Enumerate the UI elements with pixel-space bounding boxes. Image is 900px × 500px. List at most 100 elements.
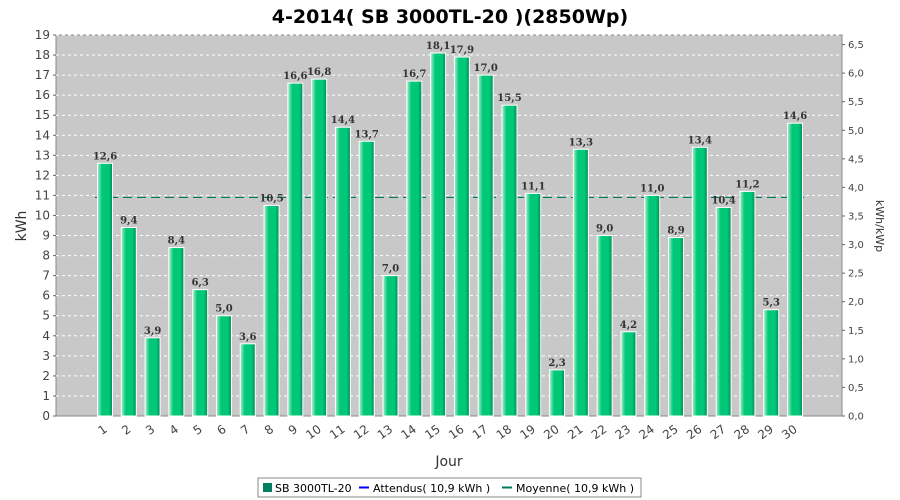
data-label: 13,4 — [688, 135, 712, 146]
data-label: 17,9 — [450, 45, 474, 56]
y-axis-label: kWh — [14, 211, 30, 242]
bar — [596, 235, 613, 417]
bar — [168, 247, 185, 417]
data-label: 15,5 — [497, 93, 521, 104]
bars — [97, 52, 803, 417]
y2-tick-label: 4,5 — [848, 154, 864, 165]
x-tick-label: 7 — [238, 422, 252, 438]
y2-tick-label: 0,0 — [848, 412, 864, 423]
y-tick-label: 12 — [35, 168, 50, 182]
y2-tick-label: 0,5 — [848, 383, 864, 394]
data-label: 16,7 — [402, 69, 426, 80]
y-tick-label: 5 — [42, 309, 50, 323]
y-tick-label: 11 — [35, 188, 50, 202]
y2-tick-label: 5,5 — [848, 97, 864, 108]
bar — [453, 56, 470, 417]
y-tick-label: 18 — [35, 48, 50, 62]
bar — [715, 206, 732, 417]
y2-tick-label: 1,0 — [848, 354, 864, 365]
legend-label-moyenne: Moyenne( 10,9 kWh ) — [516, 482, 634, 495]
data-label: 13,7 — [355, 129, 379, 140]
x-tick-label: 11 — [327, 422, 348, 442]
y-tick-label: 15 — [35, 108, 50, 122]
bar — [763, 309, 780, 417]
data-label: 8,9 — [667, 226, 684, 237]
bar — [691, 146, 708, 417]
x-tick-label: 2 — [119, 422, 133, 438]
bar — [97, 162, 113, 417]
data-label: 3,6 — [239, 332, 256, 343]
bar — [549, 369, 566, 417]
y-tick-label: 6 — [42, 289, 50, 303]
bar — [311, 78, 328, 417]
x-tick-label: 5 — [191, 422, 205, 438]
x-tick-label: 10 — [303, 422, 324, 442]
bar — [263, 204, 280, 417]
data-label: 8,4 — [168, 236, 185, 247]
y-tick-label: 16 — [35, 88, 50, 102]
y2-tick-label: 6,0 — [848, 69, 864, 80]
data-label: 9,4 — [120, 216, 137, 227]
bar — [358, 140, 375, 417]
y2-axis-label: kWh/kWp — [873, 200, 886, 252]
bar — [120, 227, 137, 417]
x-tick-label: 20 — [541, 422, 562, 442]
x-tick-label: 12 — [351, 422, 372, 442]
x-tick-label: 9 — [286, 422, 300, 438]
x-tick-label: 15 — [422, 422, 443, 442]
data-label: 2,3 — [548, 358, 565, 369]
x-tick-label: 4 — [167, 422, 181, 438]
y2-tick-label: 5,0 — [848, 126, 864, 137]
data-label: 6,3 — [191, 278, 208, 289]
y2-tick-label: 1,5 — [848, 326, 864, 337]
bar — [239, 343, 256, 417]
x-tick-label: 14 — [398, 422, 419, 442]
bar — [430, 52, 447, 417]
y-tick-label: 19 — [35, 28, 50, 42]
bar — [382, 275, 399, 417]
bar — [215, 315, 232, 417]
y-tick-label: 14 — [35, 128, 50, 142]
bar — [406, 80, 423, 417]
x-tick-label: 28 — [732, 422, 753, 442]
y2-tick-label: 3,0 — [848, 240, 864, 251]
x-tick-label: 13 — [375, 422, 396, 442]
x-tick-label: 3 — [143, 422, 157, 438]
y-tick-label: 7 — [42, 269, 50, 283]
x-tick-label: 6 — [214, 422, 228, 438]
bar — [787, 122, 803, 417]
data-label: 12,6 — [93, 151, 117, 162]
data-label: 9,0 — [596, 224, 613, 235]
data-label: 14,4 — [331, 115, 355, 126]
bar — [668, 237, 685, 417]
y2-tick-label: 2,0 — [848, 297, 864, 308]
x-tick-label: 23 — [613, 422, 634, 442]
x-tick-label: 1 — [95, 422, 109, 438]
data-label: 5,3 — [763, 298, 780, 309]
bar — [501, 104, 518, 417]
data-label: 17,0 — [474, 63, 498, 74]
data-labels: 12,69,43,98,46,35,03,610,516,6 16,814,413… — [93, 41, 807, 369]
plot-area — [55, 34, 843, 417]
data-label: 3,9 — [144, 326, 161, 337]
bar — [144, 337, 161, 417]
data-label: 10,4 — [711, 195, 735, 206]
y-tick-label: 2 — [42, 369, 50, 383]
x-axis-ticks: 1 2 3 4 5 6 7 8 9 10 11 12 13 14 15 16 17 18 19 20 21 22 23 24 2… — [95, 422, 799, 442]
y-tick-label: 9 — [42, 229, 50, 243]
x-tick-label: 22 — [589, 422, 610, 442]
data-label: 11,1 — [521, 181, 545, 192]
data-label: 7,0 — [382, 264, 399, 275]
y2-tick-label: 6,5 — [848, 40, 864, 51]
data-label: 5,0 — [215, 304, 232, 315]
data-label: 13,3 — [569, 137, 593, 148]
y2-axis-ticks: 0,0 0,5 1,0 1,5 2,0 2,5 3,0 3,5 4,0 4,5 5,0 5,5 6,0 6… — [842, 40, 864, 423]
x-axis-label: Jour — [434, 454, 463, 470]
y2-tick-label: 3,5 — [848, 211, 864, 222]
bar — [644, 194, 661, 417]
y2-tick-label: 2,5 — [848, 269, 864, 280]
y2-tick-label: 4,0 — [848, 183, 864, 194]
legend-box — [257, 477, 642, 498]
